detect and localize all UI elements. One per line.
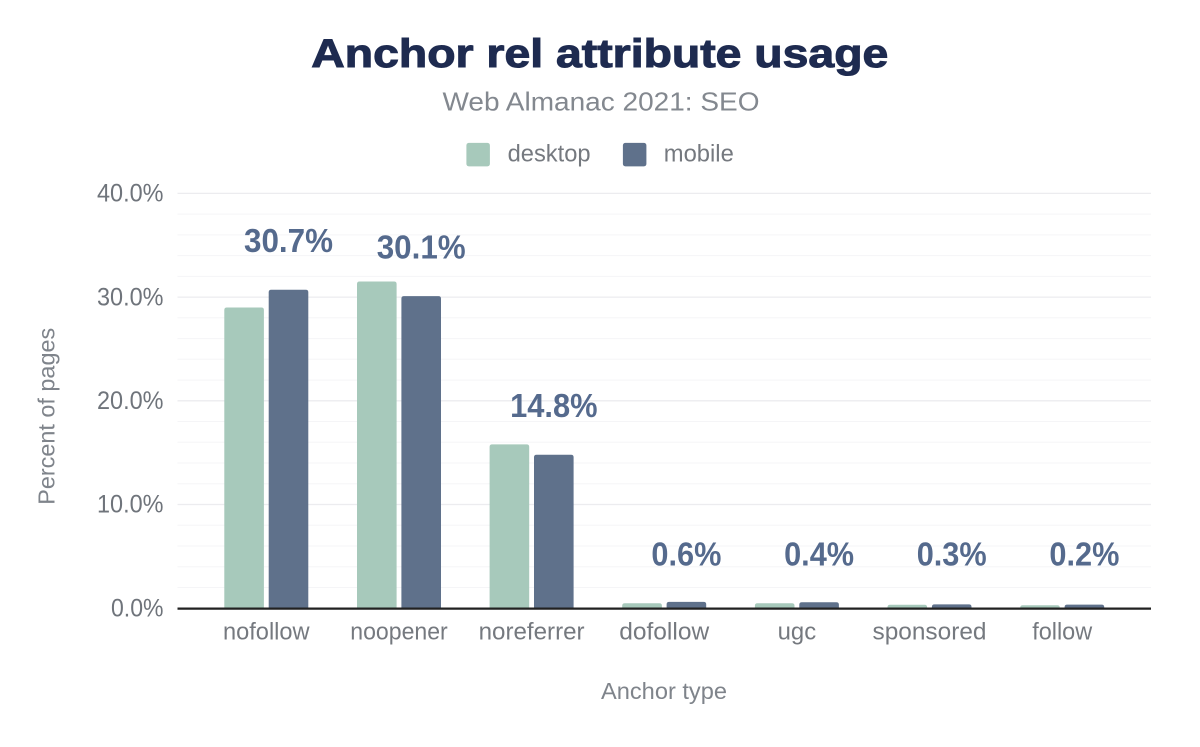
svg-text:30.1%: 30.1%	[377, 228, 466, 265]
svg-text:ugc: ugc	[778, 619, 817, 646]
svg-text:0.4%: 0.4%	[784, 536, 854, 573]
svg-text:Anchor rel attribute usage: Anchor rel attribute usage	[311, 32, 888, 76]
svg-text:desktop: desktop	[508, 141, 591, 168]
svg-text:20.0%: 20.0%	[97, 387, 164, 415]
svg-text:0.0%: 0.0%	[111, 594, 164, 622]
svg-text:10.0%: 10.0%	[97, 491, 164, 519]
svg-text:sponsored: sponsored	[873, 619, 987, 646]
svg-text:mobile: mobile	[664, 141, 734, 168]
svg-text:14.8%: 14.8%	[510, 387, 597, 424]
svg-text:40.0%: 40.0%	[97, 180, 164, 208]
svg-text:30.0%: 30.0%	[97, 283, 164, 311]
svg-text:0.3%: 0.3%	[917, 536, 987, 573]
svg-text:Web Almanac 2021: SEO: Web Almanac 2021: SEO	[443, 87, 760, 117]
svg-text:Percent of pages: Percent of pages	[34, 328, 60, 505]
svg-text:Anchor type: Anchor type	[601, 678, 727, 704]
svg-text:nofollow: nofollow	[223, 619, 310, 646]
svg-text:dofollow: dofollow	[619, 619, 709, 646]
svg-text:0.2%: 0.2%	[1049, 536, 1119, 573]
svg-text:noopener: noopener	[350, 619, 448, 646]
svg-text:0.6%: 0.6%	[651, 536, 721, 573]
svg-text:30.7%: 30.7%	[244, 222, 333, 259]
svg-text:follow: follow	[1032, 619, 1092, 646]
svg-text:noreferrer: noreferrer	[479, 619, 585, 646]
